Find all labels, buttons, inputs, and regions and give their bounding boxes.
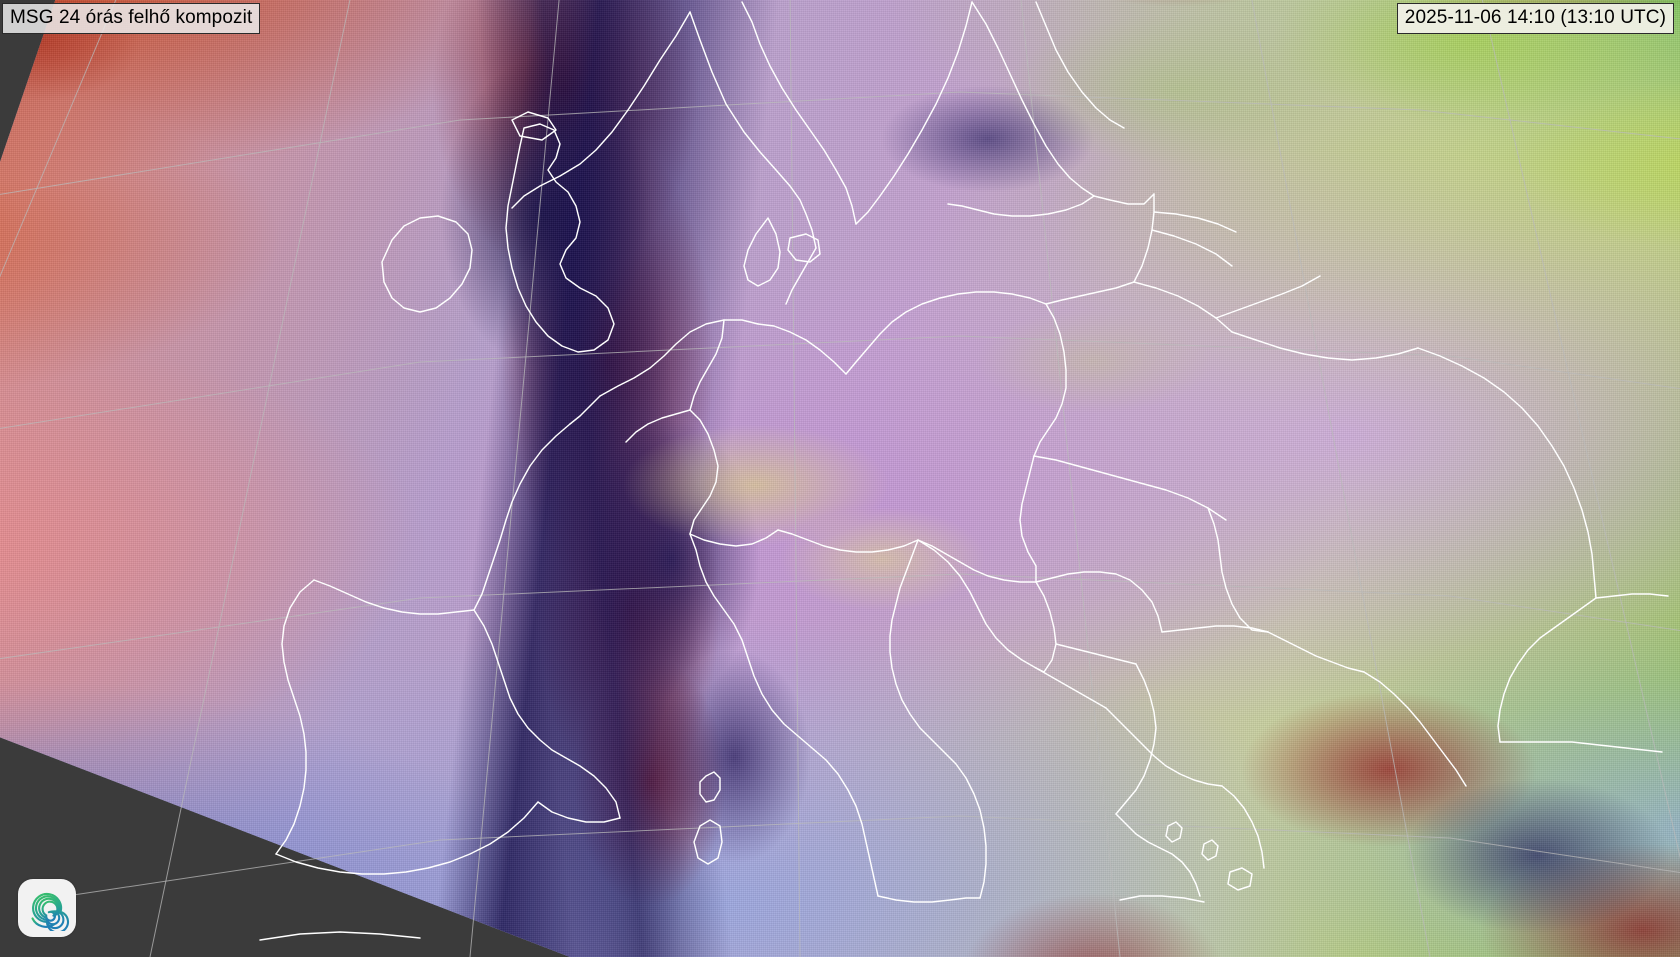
product-title-label: MSG 24 órás felhő kompozit	[2, 3, 261, 34]
provider-logo[interactable]	[18, 879, 76, 937]
spiral-cyclone-icon	[31, 893, 70, 931]
timestamp-label: 2025-11-06 14:10 (13:10 UTC)	[1396, 3, 1674, 34]
